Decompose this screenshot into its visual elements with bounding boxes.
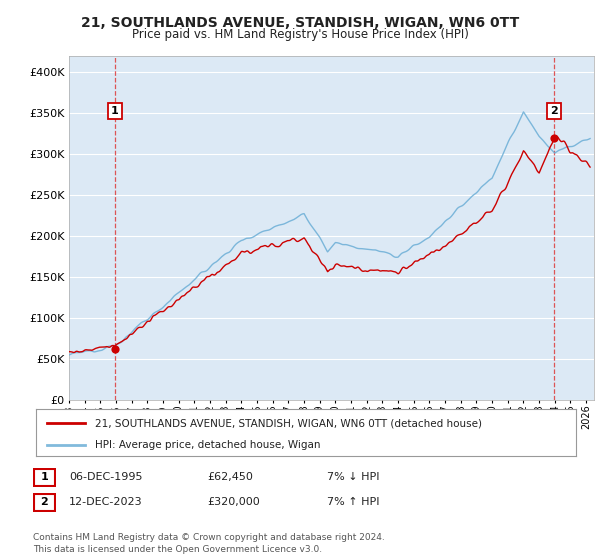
Text: 21, SOUTHLANDS AVENUE, STANDISH, WIGAN, WN6 0TT (detached house): 21, SOUTHLANDS AVENUE, STANDISH, WIGAN, … (95, 418, 482, 428)
Text: 7% ↓ HPI: 7% ↓ HPI (327, 472, 380, 482)
Text: 21, SOUTHLANDS AVENUE, STANDISH, WIGAN, WN6 0TT: 21, SOUTHLANDS AVENUE, STANDISH, WIGAN, … (81, 16, 519, 30)
FancyBboxPatch shape (34, 469, 55, 486)
Text: 2: 2 (550, 106, 558, 116)
Point (549, 133, 559, 142)
Text: 1: 1 (41, 472, 48, 482)
Text: 7% ↑ HPI: 7% ↑ HPI (327, 497, 380, 507)
Text: £320,000: £320,000 (207, 497, 260, 507)
Text: 12-DEC-2023: 12-DEC-2023 (69, 497, 143, 507)
Text: £62,450: £62,450 (207, 472, 253, 482)
Text: Price paid vs. HM Land Registry's House Price Index (HPI): Price paid vs. HM Land Registry's House … (131, 28, 469, 41)
Text: 06-DEC-1995: 06-DEC-1995 (69, 472, 143, 482)
FancyBboxPatch shape (34, 494, 55, 511)
Text: Contains HM Land Registry data © Crown copyright and database right 2024.
This d: Contains HM Land Registry data © Crown c… (33, 533, 385, 554)
Text: 2: 2 (41, 497, 48, 507)
Text: HPI: Average price, detached house, Wigan: HPI: Average price, detached house, Wiga… (95, 440, 321, 450)
Text: 1: 1 (111, 106, 119, 116)
Point (110, 345, 119, 354)
